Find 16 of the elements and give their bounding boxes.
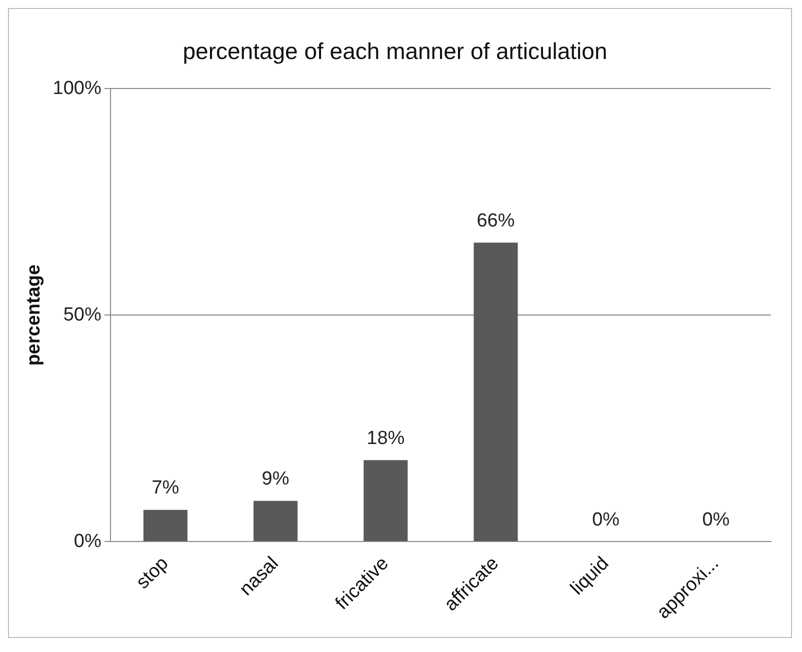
- y-tick-label: 50%: [63, 304, 102, 326]
- data-label: 18%: [366, 428, 405, 449]
- data-label: 66%: [476, 210, 515, 232]
- y-tick-label: 100%: [52, 78, 102, 99]
- bar: [364, 460, 408, 542]
- bar: [474, 242, 518, 542]
- data-label: 0%: [702, 509, 730, 530]
- y-axis-title: percentage: [24, 264, 45, 366]
- chart-title: percentage of each manner of articulation: [182, 38, 608, 64]
- data-label: 7%: [152, 478, 180, 499]
- data-label: 0%: [592, 509, 620, 530]
- bar: [143, 510, 188, 542]
- bar: [254, 500, 298, 542]
- y-tick-label: 0%: [74, 530, 102, 552]
- data-label: 9%: [262, 468, 290, 490]
- x-tick-label: stop: [132, 553, 173, 594]
